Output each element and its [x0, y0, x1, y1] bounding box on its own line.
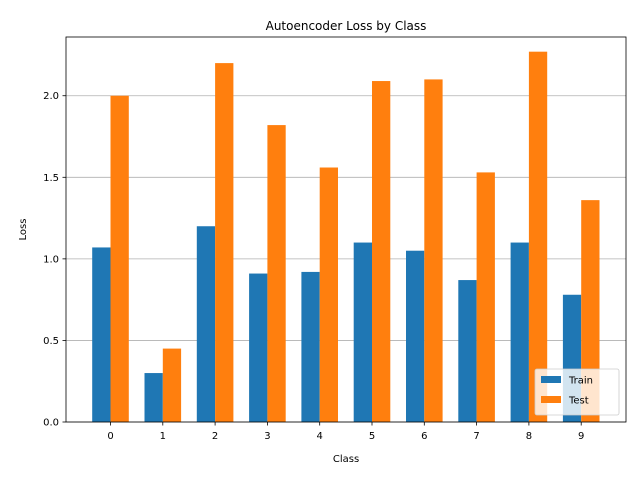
- y-axis-label: Loss: [18, 219, 29, 241]
- legend: Train Test: [534, 368, 620, 416]
- bar-test-0: [110, 95, 129, 422]
- legend-label-test: Test: [568, 396, 589, 407]
- x-tick-label: 6: [421, 431, 427, 442]
- x-tick-label: 7: [473, 431, 479, 442]
- bar-train-4: [301, 271, 320, 422]
- y-tick-label: 2.0: [43, 91, 59, 102]
- x-axis-label: Class: [333, 454, 359, 465]
- legend-swatch-train: [541, 376, 561, 383]
- bar-train-1: [144, 373, 163, 422]
- legend-label-train: Train: [568, 376, 593, 387]
- legend-swatch-test: [541, 396, 561, 403]
- bar-train-8: [510, 242, 529, 422]
- bars-layer: [92, 51, 600, 423]
- bar-test-7: [476, 172, 495, 422]
- x-tick-label: 4: [317, 431, 323, 442]
- y-tick-label: 0.5: [43, 336, 59, 347]
- bar-test-1: [162, 348, 182, 422]
- bar-train-3: [249, 273, 268, 422]
- x-tick-label: 5: [369, 431, 375, 442]
- bar-train-6: [406, 250, 425, 422]
- x-tick-label: 2: [212, 431, 218, 442]
- ticks-layer: 0.0 0.5 1.0 1.5 2.0 0 1 2 3 4 5 6 7 8 9: [43, 91, 584, 442]
- bar-train-2: [196, 226, 216, 422]
- bar-test-6: [424, 79, 443, 422]
- y-tick-label: 0.0: [43, 418, 59, 429]
- bar-test-8: [528, 51, 548, 423]
- x-tick-label: 1: [160, 431, 166, 442]
- bar-test-2: [215, 63, 234, 423]
- bar-test-3: [267, 125, 286, 422]
- bar-train-0: [92, 247, 111, 422]
- x-tick-label: 0: [107, 431, 113, 442]
- x-tick-label: 3: [264, 431, 270, 442]
- bar-train-7: [458, 280, 477, 422]
- x-tick-label: 8: [526, 431, 532, 442]
- plot-frame: [65, 36, 627, 423]
- bar-test-5: [372, 81, 391, 423]
- bar-test-4: [319, 167, 338, 422]
- bar-train-5: [353, 242, 372, 422]
- bar-test-9: [581, 200, 600, 422]
- y-tick-label: 1.5: [43, 173, 59, 184]
- chart-title: Autoencoder Loss by Class: [266, 19, 427, 33]
- x-tick-label: 9: [578, 431, 584, 442]
- y-tick-label: 1.0: [43, 254, 59, 265]
